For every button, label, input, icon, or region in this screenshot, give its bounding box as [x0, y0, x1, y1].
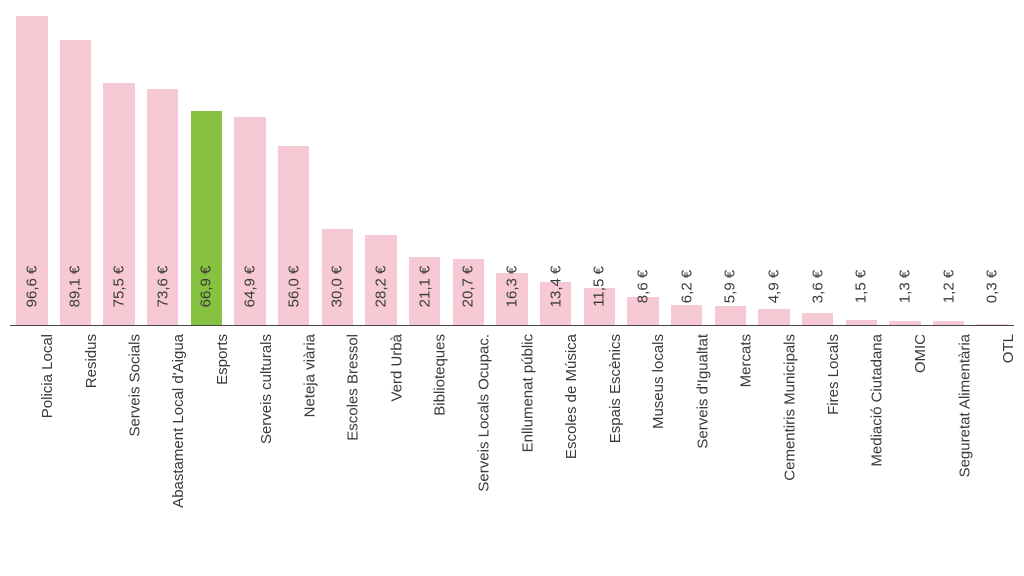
bar	[976, 324, 1007, 325]
bar-column: 96,6 €	[10, 5, 54, 325]
bar-column: 75,5 €	[97, 5, 141, 325]
x-axis-label: Escoles Bressol	[345, 334, 362, 441]
x-axis-labels: Policia Local Residus Serveis Socials Abast…	[10, 326, 1014, 576]
x-axis-label: Serveis d'Igualtat	[694, 334, 711, 449]
bar-value-label: 96,6 €	[23, 266, 40, 308]
bar-value-label: 75,5 €	[111, 266, 128, 308]
bar-column: 64,9 €	[228, 5, 272, 325]
x-axis-label: Esports	[214, 334, 231, 385]
bar-column: 66,9 €	[185, 5, 229, 325]
bar-value-label: 16,3 €	[503, 266, 520, 308]
x-axis-label: Neteja viària	[301, 334, 318, 417]
bar-value-label: 4,9 €	[765, 270, 782, 303]
bar-column: 4,9 €	[752, 5, 796, 325]
bar-column: 5,9 €	[708, 5, 752, 325]
x-axis-label: Biblioteques	[432, 334, 449, 416]
bar-column: 1,2 €	[927, 5, 971, 325]
bar-column: 13,4 €	[534, 5, 578, 325]
x-axis-label: Fires Locals	[825, 334, 842, 415]
bar-value-label: 0,3 €	[984, 270, 1001, 303]
bar-column: 1,3 €	[883, 5, 927, 325]
bar-column: 0,3 €	[970, 5, 1014, 325]
x-axis-label: Serveis culturals	[258, 334, 275, 444]
bar-column: 8,6 €	[621, 5, 665, 325]
bar	[671, 305, 702, 325]
bar-column: 30,0 €	[316, 5, 360, 325]
bar-value-label: 1,2 €	[940, 270, 957, 303]
bar	[715, 306, 746, 325]
bar-value-label: 73,6 €	[154, 266, 171, 308]
bar-value-label: 8,6 €	[634, 270, 651, 303]
bar-column: 16,3 €	[490, 5, 534, 325]
bar-value-label: 30,0 €	[329, 266, 346, 308]
bar-value-label: 89,1 €	[67, 266, 84, 308]
bar-value-label: 1,3 €	[896, 270, 913, 303]
x-axis-label: Residus	[83, 334, 100, 388]
bar	[889, 321, 920, 325]
x-axis-label: Cementiris Municipals	[781, 334, 798, 481]
bar-value-label: 56,0 €	[285, 266, 302, 308]
x-axis-label: Serveis Locals Ocupac.	[476, 334, 493, 492]
bar-value-label: 11,5 €	[591, 266, 608, 307]
x-axis-label: Espais Escènics	[607, 334, 624, 443]
bar-column: 89,1 €	[54, 5, 98, 325]
bar-value-label: 20,7 €	[460, 266, 477, 308]
bar-value-label: 3,6 €	[809, 270, 826, 303]
x-axis-label: Museus locals	[650, 334, 667, 429]
x-axis-label: Seguretat Alimentària	[956, 334, 973, 477]
x-axis-label: Abastament Local d'Aigua	[170, 334, 187, 508]
bar-column: 6,2 €	[665, 5, 709, 325]
bar-column: 20,7 €	[447, 5, 491, 325]
bar-chart: 96,6 € 89,1 € 75,5 € 73,6 € 66,9 € 64,9 € 56,0…	[0, 0, 1024, 576]
bar-column: 3,6 €	[796, 5, 840, 325]
x-axis-label: Escoles de Música	[563, 334, 580, 459]
bar-value-label: 64,9 €	[242, 266, 259, 308]
bar-column: 11,5 €	[577, 5, 621, 325]
bar-column: 28,2 €	[359, 5, 403, 325]
bar-column: 1,5 €	[839, 5, 883, 325]
x-axis-label: Policia Local	[39, 334, 56, 418]
x-axis-label: OTL	[1000, 334, 1017, 363]
bar-value-label: 1,5 €	[853, 270, 870, 303]
bar	[933, 321, 964, 325]
bar	[802, 313, 833, 325]
bar-column: 56,0 €	[272, 5, 316, 325]
bar	[846, 320, 877, 325]
bar	[758, 309, 789, 325]
x-axis-label: Enllumenat públic	[520, 334, 537, 452]
bar-column: 73,6 €	[141, 5, 185, 325]
bar-value-label: 5,9 €	[722, 270, 739, 303]
x-axis-label: Mercats	[738, 334, 755, 387]
bar-value-label: 21,1 €	[416, 266, 433, 308]
plot-area: 96,6 € 89,1 € 75,5 € 73,6 € 66,9 € 64,9 € 56,0…	[10, 5, 1014, 326]
x-axis-label: Mediació Ciutadana	[869, 334, 886, 467]
x-axis-label: Serveis Socials	[127, 334, 144, 437]
bar-value-label: 13,4 €	[547, 266, 564, 308]
bar-value-label: 6,2 €	[678, 270, 695, 303]
x-axis-label: OMIC	[912, 334, 929, 373]
bar-value-label: 66,9 €	[198, 266, 215, 308]
x-axis-label: Verd Urbà	[389, 334, 406, 402]
bar-value-label: 28,2 €	[373, 266, 390, 308]
bar-column: 21,1 €	[403, 5, 447, 325]
